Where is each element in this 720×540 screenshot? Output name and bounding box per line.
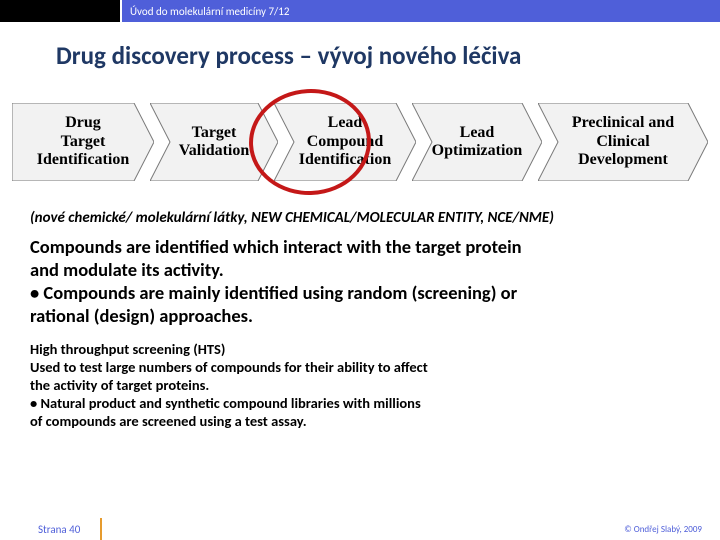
process-step-label: Development: [578, 151, 668, 169]
footer-page-number: Strana 40: [0, 523, 80, 536]
process-step-label: Identification: [37, 151, 129, 169]
process-step-label: Validation: [179, 142, 250, 160]
process-step-label: Preclinical and: [572, 114, 674, 132]
header-left-block: [0, 0, 120, 22]
process-step-3: LeadOptimization: [412, 103, 542, 181]
process-diagram: DrugTargetIdentificationTargetValidation…: [0, 85, 720, 205]
body-line: and modulate its activity.: [30, 258, 690, 281]
process-step-label: Drug: [65, 114, 101, 132]
process-step-label: Target: [192, 124, 237, 142]
process-step-0: DrugTargetIdentification: [12, 103, 154, 181]
body-line: High throughput screening (HTS): [30, 340, 690, 358]
process-step-label: Lead: [460, 124, 495, 142]
footer-copyright: © Ondřej Slabý, 2009: [624, 524, 702, 535]
body-line: Used to test large numbers of compounds …: [30, 358, 690, 376]
process-step-4: Preclinical andClinicalDevelopment: [538, 103, 708, 181]
footer-divider: [100, 518, 102, 540]
process-step-label: Target: [61, 133, 106, 151]
body-line: the activity of target proteins.: [30, 376, 690, 394]
body-line: • Compounds are mainly identified using …: [30, 281, 690, 304]
subtitle: (nové chemické/ molekulární látky, NEW C…: [0, 205, 720, 235]
body-line: of compounds are screened using a test a…: [30, 412, 690, 430]
body-text-secondary: High throughput screening (HTS)Used to t…: [0, 340, 720, 431]
page-title: Drug discovery process – vývoj nového lé…: [0, 22, 720, 85]
body-line: Compounds are identified which interact …: [30, 235, 690, 258]
body-text-main: Compounds are identified which interact …: [0, 235, 720, 340]
header-course: Úvod do molekulární medicíny 7/12: [122, 0, 720, 22]
process-step-label: Optimization: [432, 142, 523, 160]
body-line: • Natural product and synthetic compound…: [30, 394, 690, 412]
process-step-label: Clinical: [596, 133, 649, 151]
footer: Strana 40 © Ondřej Slabý, 2009: [0, 518, 720, 540]
body-line: rational (design) approaches.: [30, 304, 690, 327]
header-bar: Úvod do molekulární medicíny 7/12: [0, 0, 720, 22]
